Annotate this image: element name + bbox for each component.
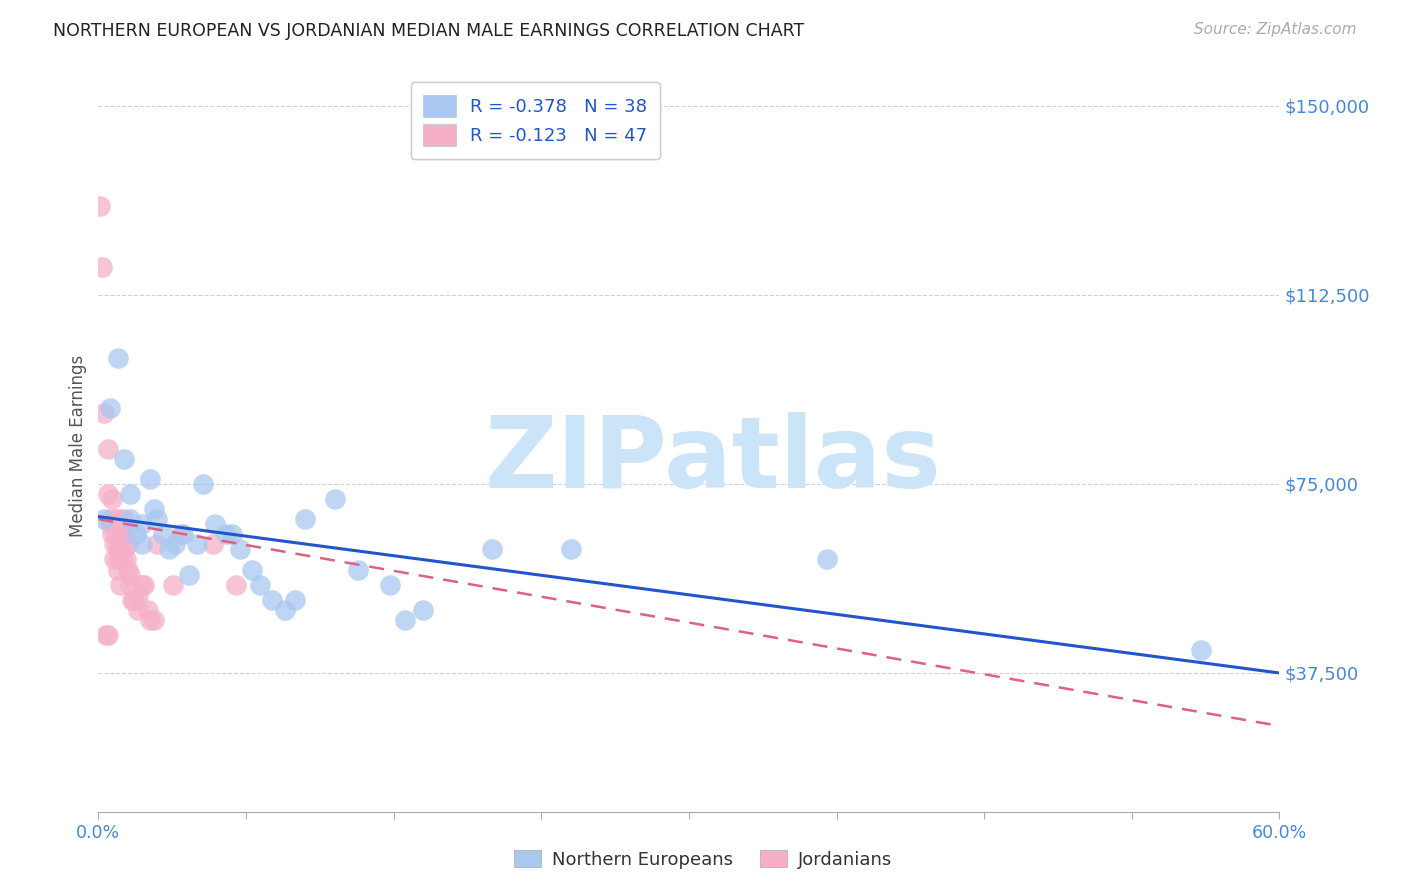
Point [560, 542, 582, 557]
Point [162, 578, 184, 592]
Point [91, 260, 114, 274]
Text: NORTHERN EUROPEAN VS JORDANIAN MEDIAN MALE EARNINGS CORRELATION CHART: NORTHERN EUROPEAN VS JORDANIAN MEDIAN MA… [53, 22, 804, 40]
Legend: Northern Europeans, Jordanians: Northern Europeans, Jordanians [506, 843, 900, 876]
Point [107, 563, 129, 577]
Point [249, 578, 271, 592]
Point [347, 563, 370, 577]
Point [118, 487, 141, 501]
Point [117, 537, 139, 551]
Point [394, 613, 416, 627]
Point [118, 578, 141, 592]
Point [201, 537, 224, 551]
Point [105, 527, 128, 541]
Point [93, 406, 115, 420]
Point [131, 517, 153, 532]
Point [1189, 643, 1212, 657]
Point [103, 552, 125, 566]
Point [323, 491, 346, 506]
Point [111, 527, 134, 541]
Point [136, 603, 159, 617]
Point [274, 603, 297, 617]
Point [112, 542, 135, 557]
Point [101, 491, 124, 506]
Point [103, 537, 125, 551]
Point [204, 517, 226, 532]
Point [125, 527, 148, 541]
Point [815, 552, 838, 566]
Point [240, 563, 263, 577]
Point [127, 588, 149, 602]
Point [138, 613, 160, 627]
Point [225, 578, 247, 592]
Point [96, 628, 118, 642]
Legend: R = -0.378   N = 38, R = -0.123   N = 47: R = -0.378 N = 38, R = -0.123 N = 47 [411, 82, 659, 159]
Point [115, 527, 138, 541]
Point [146, 537, 169, 551]
Point [131, 537, 153, 551]
Point [107, 537, 129, 551]
Point [170, 527, 193, 541]
Text: Source: ZipAtlas.com: Source: ZipAtlas.com [1194, 22, 1357, 37]
Point [98, 517, 121, 532]
Point [284, 592, 307, 607]
Point [157, 542, 180, 557]
Point [378, 578, 401, 592]
Point [229, 542, 252, 557]
Point [412, 603, 434, 617]
Point [93, 512, 115, 526]
Point [215, 527, 238, 541]
Point [481, 542, 503, 557]
Point [152, 527, 174, 541]
Point [132, 578, 155, 592]
Point [118, 512, 141, 526]
Point [98, 401, 121, 416]
Point [105, 512, 128, 526]
Point [122, 592, 145, 607]
Point [107, 351, 129, 365]
Point [146, 512, 169, 526]
Point [121, 592, 143, 607]
Point [115, 552, 138, 566]
Point [112, 512, 135, 526]
Point [98, 512, 121, 526]
Point [118, 567, 141, 582]
Point [131, 578, 153, 592]
Point [111, 527, 134, 541]
Point [186, 537, 208, 551]
Point [177, 567, 200, 582]
Point [142, 502, 165, 516]
Point [101, 527, 124, 541]
Point [191, 476, 214, 491]
Point [172, 527, 194, 541]
Point [117, 563, 139, 577]
Point [260, 592, 283, 607]
Point [127, 603, 149, 617]
Point [165, 537, 187, 551]
Point [221, 527, 243, 541]
Point [107, 552, 129, 566]
Point [108, 512, 131, 526]
Point [138, 472, 160, 486]
Point [142, 613, 165, 627]
Point [97, 628, 120, 642]
Point [97, 487, 120, 501]
Point [112, 451, 135, 466]
Point [294, 512, 316, 526]
Point [108, 542, 131, 557]
Point [89, 199, 111, 213]
Point [111, 552, 134, 566]
Point [97, 442, 120, 456]
Point [107, 542, 129, 557]
Y-axis label: Median Male Earnings: Median Male Earnings [69, 355, 87, 537]
Point [108, 578, 131, 592]
Text: ZIPatlas: ZIPatlas [484, 412, 941, 509]
